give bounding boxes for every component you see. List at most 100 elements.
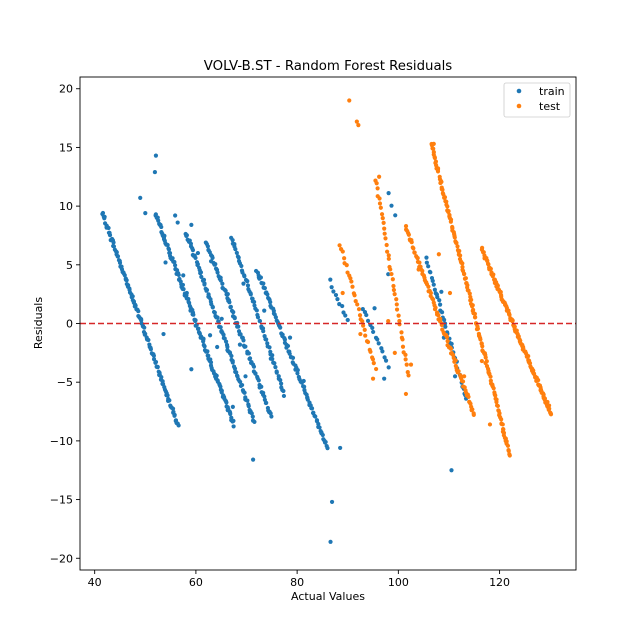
data-point-train — [220, 281, 225, 286]
data-point-train — [424, 255, 429, 260]
data-point-train — [198, 270, 204, 275]
data-point-train — [195, 262, 200, 267]
data-point-test — [400, 344, 406, 349]
data-point-test — [526, 354, 531, 359]
data-point-train — [424, 260, 429, 265]
data-point-train — [262, 394, 267, 399]
data-point-test — [382, 231, 387, 236]
data-point-test — [406, 232, 411, 237]
data-point-train — [195, 250, 201, 256]
legend: train test — [503, 82, 571, 118]
data-point-test — [385, 249, 390, 254]
data-point-train — [252, 303, 257, 308]
data-point-train — [138, 195, 143, 200]
data-point-train — [431, 282, 436, 287]
data-point-test — [442, 195, 448, 200]
data-point-train — [262, 286, 267, 291]
data-point-train — [438, 302, 443, 307]
data-point-train — [430, 278, 435, 283]
data-point-test — [378, 205, 383, 210]
data-point-test — [384, 242, 389, 248]
data-point-train — [343, 313, 348, 318]
data-point-train — [163, 260, 168, 265]
data-point-train — [218, 278, 223, 283]
data-point-test — [406, 373, 411, 378]
data-point-train — [337, 302, 342, 307]
data-point-test — [375, 186, 380, 191]
data-point-train — [241, 338, 246, 343]
data-point-train — [172, 263, 178, 268]
data-point-train — [302, 384, 307, 389]
data-point-test — [349, 279, 354, 284]
data-point-test — [484, 359, 489, 364]
data-point-test — [527, 361, 533, 366]
data-point-train — [256, 378, 261, 383]
data-point-train — [253, 371, 258, 376]
data-point-test — [365, 339, 371, 345]
data-point-train — [376, 341, 381, 346]
data-point-train — [227, 300, 232, 305]
data-point-train — [382, 376, 387, 381]
data-point-train — [281, 388, 286, 394]
data-point-train — [189, 222, 194, 227]
y-axis-ticks: −20 −15 −10 −5 0 5 10 15 20 — [50, 83, 80, 565]
data-point-train — [257, 318, 262, 324]
data-point-test — [348, 276, 353, 281]
data-point-train — [329, 285, 334, 290]
data-point-train — [161, 331, 166, 337]
data-point-train — [228, 304, 233, 309]
data-point-train — [206, 353, 211, 358]
data-point-train — [236, 324, 241, 329]
data-point-train — [273, 364, 278, 370]
data-point-train — [176, 423, 181, 428]
data-point-train — [230, 360, 235, 365]
data-point-test — [379, 212, 385, 217]
data-point-test — [454, 240, 459, 246]
data-point-train — [216, 319, 221, 324]
data-point-train — [320, 432, 325, 438]
data-point-test — [503, 438, 508, 443]
data-point-test — [456, 369, 461, 374]
data-point-test — [377, 201, 383, 206]
data-point-train — [328, 539, 333, 544]
data-point-train — [201, 336, 206, 341]
data-point-train — [242, 274, 247, 279]
data-point-train — [340, 303, 345, 309]
data-point-train — [255, 315, 261, 320]
data-point-train — [143, 331, 148, 336]
data-point-train — [333, 292, 339, 298]
data-point-train — [100, 210, 106, 216]
data-point-test — [403, 357, 408, 362]
data-point-test — [505, 443, 511, 448]
data-point-train — [201, 277, 207, 282]
data-point-test — [360, 319, 365, 324]
data-point-train — [261, 281, 266, 286]
data-point-train — [126, 283, 131, 288]
data-point-train — [234, 250, 239, 255]
data-point-test — [358, 331, 363, 337]
x-axis-ticks: 40 60 80 100 120 — [88, 570, 510, 589]
data-point-train — [449, 468, 454, 473]
y-tick-label: −5 — [57, 376, 73, 389]
data-point-test — [448, 219, 453, 224]
data-point-test — [506, 448, 511, 454]
data-point-test — [501, 427, 506, 432]
data-point-train — [102, 216, 107, 221]
data-point-train — [146, 337, 151, 343]
data-point-train — [230, 404, 235, 409]
data-point-train — [241, 281, 246, 286]
data-point-train — [111, 240, 116, 245]
data-point-test — [362, 327, 367, 332]
data-point-train — [323, 439, 328, 445]
data-point-test — [444, 199, 449, 204]
data-point-train — [180, 282, 186, 288]
data-point-test — [467, 291, 472, 296]
data-point-train — [380, 349, 385, 354]
x-tick-label: 60 — [189, 576, 203, 589]
data-point-train — [232, 366, 238, 371]
data-point-train — [124, 278, 129, 283]
data-point-test — [433, 305, 438, 310]
data-point-test — [445, 338, 450, 344]
data-point-train — [273, 315, 278, 320]
data-point-train — [231, 310, 236, 315]
